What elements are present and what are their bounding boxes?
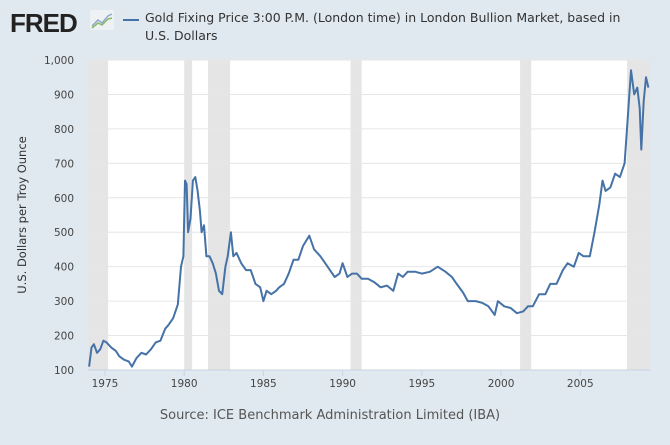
source-note: Source: ICE Benchmark Administration Lim… [160,408,500,423]
y-tick-label: 500 [54,227,74,239]
fred-chart-logo-icon [90,10,114,30]
recession-band [350,60,362,370]
legend-label: Gold Fixing Price 3:00 P.M. (London time… [145,10,621,43]
x-tick-label: 2005 [567,378,594,390]
series-line [88,69,650,368]
x-tick-label: 1990 [329,378,356,390]
y-tick-label: 400 [54,262,74,274]
x-tick-label: 1985 [250,378,277,390]
y-tick-label: 200 [54,331,74,343]
recession-band [207,60,231,370]
y-tick-label: 100 [54,365,74,377]
y-tick-label: 700 [54,158,74,170]
y-axis-label: U.S. Dollars per Troy Ounce [15,136,29,293]
recession-band [627,60,650,370]
x-tick-label: 2000 [488,378,515,390]
y-tick-label: 300 [54,296,74,308]
fred-logo[interactable]: FRED [10,8,78,38]
recession-band [88,60,109,370]
x-tick-label: 1975 [92,378,119,390]
y-tick-label: 900 [54,89,74,101]
legend-swatch [123,19,139,21]
x-tick-label: 1980 [171,378,198,390]
y-tick-label: 800 [54,124,74,136]
y-tick-label: 1,000 [44,55,74,67]
plot-area [88,60,650,370]
x-tick-label: 1995 [408,378,435,390]
y-tick-label: 600 [54,193,74,205]
recession-band [520,60,532,370]
